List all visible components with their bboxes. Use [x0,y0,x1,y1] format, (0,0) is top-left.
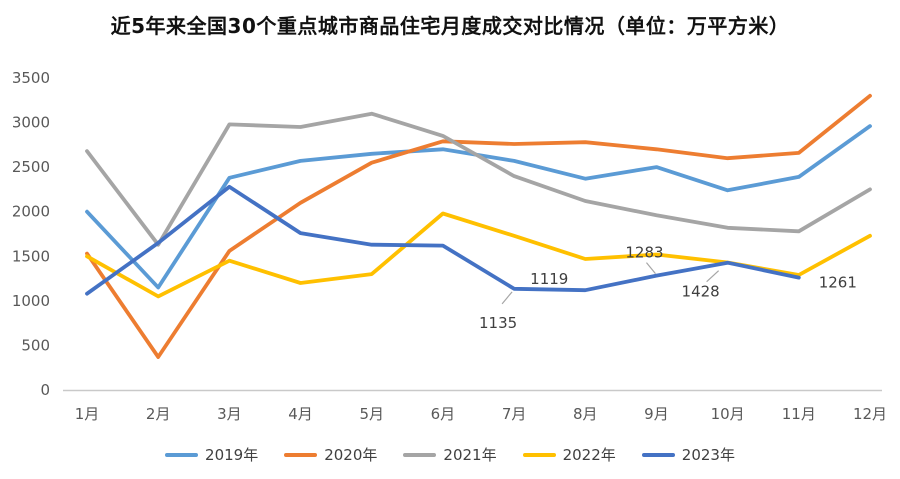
data-label-1428: 1428 [682,283,720,301]
y-axis-tick-label: 2000 [12,203,50,221]
data-label-leader [706,270,720,283]
legend-item-2021年: 2021年 [403,444,497,465]
x-axis-tick-label: 8月 [573,405,598,423]
legend-item-2019年: 2019年 [165,444,258,465]
x-axis-tick-label: 1月 [75,405,100,423]
data-label-1135: 1135 [479,314,517,332]
legend-label: 2020年 [324,446,378,464]
legend-marker-icon [165,452,199,457]
legend-marker-icon [284,452,318,457]
legend-label: 2022年 [562,446,616,464]
legend-item-2022年: 2022年 [522,444,616,465]
line-chart-canvas: 0 500 1000 1500 2000 2500 3000 3500 1月 2月 3月 4月 5月 6月… [12,69,887,423]
data-label-1261: 1261 [819,274,857,292]
x-axis-tick-label: 6月 [431,405,456,423]
y-axis-tick-label: 3000 [12,114,50,132]
y-axis-tick-label: 1500 [12,247,50,265]
data-label-leader [645,262,656,275]
y-axis-tick-label: 500 [21,336,50,354]
legend-marker-icon [403,452,437,457]
legend-item-2020年: 2020年 [284,444,377,465]
legend-marker-icon [641,452,675,457]
series-line-2023年 [85,184,801,296]
y-axis-tick-label: 3500 [12,69,50,87]
legend-label: 2021年 [443,446,497,464]
x-axis-tick-label: 12月 [853,405,887,423]
chart-legend: 2019年 2020年 2021年 2022年 2023年 [0,444,900,465]
x-axis-tick-label: 7月 [502,405,527,423]
legend-marker-icon [522,452,556,457]
series-line-2021年 [85,111,872,247]
x-axis-tick-label: 4月 [288,405,313,423]
y-axis-tick-label: 0 [40,381,50,399]
data-label-1119: 1119 [530,270,568,288]
x-axis-tick-label: 10月 [711,405,745,423]
y-axis-tick-label: 2500 [12,158,50,176]
data-label-1283: 1283 [625,244,663,262]
y-axis-tick-label: 1000 [12,292,50,310]
x-axis-tick-label: 2月 [146,405,171,423]
legend-item-2023年: 2023年 [641,444,735,465]
data-label-leader [501,291,513,305]
legend-label: 2023年 [681,446,735,464]
x-axis-tick-label: 3月 [217,405,242,423]
chart-title: 近5年来全国30个重点城市商品住宅月度成交对比情况（单位：万平方米） [110,14,790,38]
x-axis-tick-label: 5月 [359,405,384,423]
series-line-2022年 [85,211,872,299]
legend-label: 2019年 [205,446,259,464]
x-axis-tick-label: 11月 [782,405,816,423]
x-axis-tick-label: 9月 [644,405,669,423]
